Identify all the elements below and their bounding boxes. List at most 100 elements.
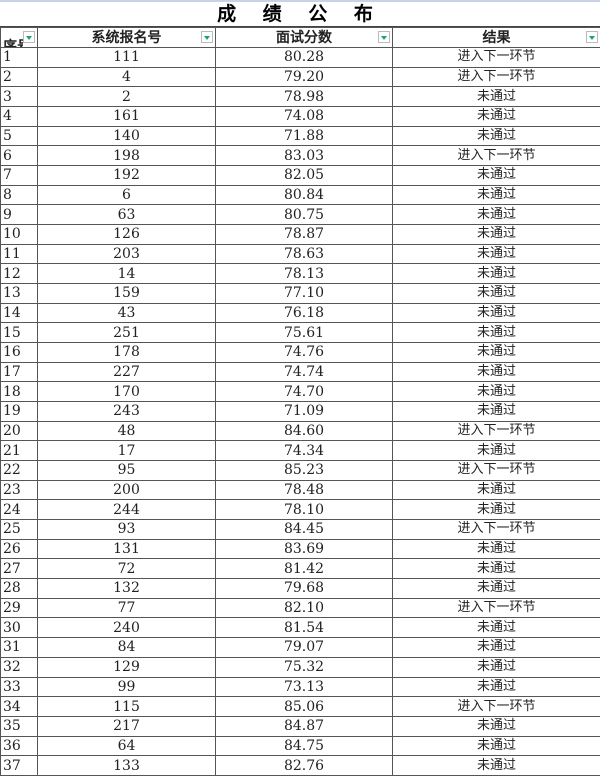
cell-reg-number[interactable]: 64 — [38, 736, 216, 756]
cell-result[interactable]: 未通过 — [393, 264, 600, 284]
cell-score[interactable]: 78.98 — [216, 87, 393, 107]
cell-index[interactable]: 3 — [1, 87, 38, 107]
filter-dropdown-icon[interactable] — [201, 31, 213, 43]
cell-result[interactable]: 未通过 — [393, 323, 600, 343]
cell-reg-number[interactable]: 192 — [38, 166, 216, 186]
cell-score[interactable]: 71.09 — [216, 402, 393, 422]
cell-reg-number[interactable]: 77 — [38, 598, 216, 618]
cell-score[interactable]: 78.63 — [216, 244, 393, 264]
cell-index[interactable]: 24 — [1, 500, 38, 520]
cell-score[interactable]: 84.45 — [216, 520, 393, 540]
cell-index[interactable]: 4 — [1, 107, 38, 127]
cell-result[interactable]: 未通过 — [393, 716, 600, 736]
cell-reg-number[interactable]: 129 — [38, 657, 216, 677]
cell-reg-number[interactable]: 161 — [38, 107, 216, 127]
cell-index[interactable]: 30 — [1, 618, 38, 638]
cell-reg-number[interactable]: 2 — [38, 87, 216, 107]
cell-score[interactable]: 78.10 — [216, 500, 393, 520]
cell-reg-number[interactable]: 240 — [38, 618, 216, 638]
cell-index[interactable]: 27 — [1, 559, 38, 579]
cell-index[interactable]: 12 — [1, 264, 38, 284]
cell-reg-number[interactable]: 14 — [38, 264, 216, 284]
cell-result[interactable]: 未通过 — [393, 205, 600, 225]
cell-score[interactable]: 80.28 — [216, 48, 393, 68]
cell-reg-number[interactable]: 131 — [38, 539, 216, 559]
cell-result[interactable]: 未通过 — [393, 500, 600, 520]
cell-score[interactable]: 76.18 — [216, 303, 393, 323]
cell-reg-number[interactable]: 63 — [38, 205, 216, 225]
cell-score[interactable]: 74.34 — [216, 441, 393, 461]
cell-result[interactable]: 未通过 — [393, 185, 600, 205]
cell-index[interactable]: 14 — [1, 303, 38, 323]
cell-index[interactable]: 21 — [1, 441, 38, 461]
cell-score[interactable]: 79.20 — [216, 67, 393, 87]
cell-score[interactable]: 82.76 — [216, 756, 393, 776]
cell-index[interactable]: 22 — [1, 461, 38, 481]
cell-result[interactable]: 进入下一环节 — [393, 67, 600, 87]
cell-index[interactable]: 25 — [1, 520, 38, 540]
cell-reg-number[interactable]: 244 — [38, 500, 216, 520]
cell-score[interactable]: 79.68 — [216, 579, 393, 599]
cell-reg-number[interactable]: 159 — [38, 284, 216, 304]
cell-result[interactable]: 进入下一环节 — [393, 421, 600, 441]
cell-score[interactable]: 74.70 — [216, 382, 393, 402]
cell-result[interactable]: 未通过 — [393, 362, 600, 382]
cell-index[interactable]: 5 — [1, 126, 38, 146]
cell-index[interactable]: 10 — [1, 225, 38, 245]
cell-result[interactable]: 未通过 — [393, 382, 600, 402]
cell-result[interactable]: 进入下一环节 — [393, 520, 600, 540]
cell-score[interactable]: 75.32 — [216, 657, 393, 677]
cell-result[interactable]: 进入下一环节 — [393, 697, 600, 717]
cell-score[interactable]: 84.87 — [216, 716, 393, 736]
cell-reg-number[interactable]: 170 — [38, 382, 216, 402]
filter-dropdown-icon[interactable] — [586, 31, 598, 43]
cell-score[interactable]: 81.42 — [216, 559, 393, 579]
cell-score[interactable]: 80.84 — [216, 185, 393, 205]
cell-score[interactable]: 73.13 — [216, 677, 393, 697]
cell-result[interactable]: 进入下一环节 — [393, 146, 600, 166]
cell-score[interactable]: 74.76 — [216, 343, 393, 363]
cell-index[interactable]: 33 — [1, 677, 38, 697]
cell-reg-number[interactable]: 4 — [38, 67, 216, 87]
cell-index[interactable]: 6 — [1, 146, 38, 166]
cell-reg-number[interactable]: 17 — [38, 441, 216, 461]
cell-score[interactable]: 78.87 — [216, 225, 393, 245]
cell-result[interactable]: 未通过 — [393, 539, 600, 559]
cell-index[interactable]: 28 — [1, 579, 38, 599]
cell-score[interactable]: 83.03 — [216, 146, 393, 166]
cell-score[interactable]: 85.06 — [216, 697, 393, 717]
cell-reg-number[interactable]: 48 — [38, 421, 216, 441]
cell-reg-number[interactable]: 43 — [38, 303, 216, 323]
cell-reg-number[interactable]: 132 — [38, 579, 216, 599]
cell-result[interactable]: 未通过 — [393, 343, 600, 363]
cell-result[interactable]: 未通过 — [393, 657, 600, 677]
cell-reg-number[interactable]: 203 — [38, 244, 216, 264]
cell-index[interactable]: 36 — [1, 736, 38, 756]
cell-score[interactable]: 80.75 — [216, 205, 393, 225]
cell-reg-number[interactable]: 95 — [38, 461, 216, 481]
cell-reg-number[interactable]: 93 — [38, 520, 216, 540]
cell-reg-number[interactable]: 198 — [38, 146, 216, 166]
cell-score[interactable]: 78.13 — [216, 264, 393, 284]
cell-result[interactable]: 未通过 — [393, 244, 600, 264]
cell-result[interactable]: 未通过 — [393, 579, 600, 599]
cell-reg-number[interactable]: 200 — [38, 480, 216, 500]
cell-reg-number[interactable]: 72 — [38, 559, 216, 579]
filter-dropdown-icon[interactable] — [378, 31, 390, 43]
cell-result[interactable]: 进入下一环节 — [393, 48, 600, 68]
cell-reg-number[interactable]: 111 — [38, 48, 216, 68]
cell-index[interactable]: 2 — [1, 67, 38, 87]
cell-index[interactable]: 23 — [1, 480, 38, 500]
cell-score[interactable]: 71.88 — [216, 126, 393, 146]
cell-index[interactable]: 37 — [1, 756, 38, 776]
cell-score[interactable]: 84.75 — [216, 736, 393, 756]
cell-score[interactable]: 79.07 — [216, 638, 393, 658]
cell-score[interactable]: 78.48 — [216, 480, 393, 500]
cell-result[interactable]: 未通过 — [393, 402, 600, 422]
cell-result[interactable]: 未通过 — [393, 618, 600, 638]
cell-index[interactable]: 35 — [1, 716, 38, 736]
cell-reg-number[interactable]: 126 — [38, 225, 216, 245]
cell-result[interactable]: 进入下一环节 — [393, 598, 600, 618]
cell-result[interactable]: 未通过 — [393, 559, 600, 579]
cell-result[interactable]: 未通过 — [393, 441, 600, 461]
